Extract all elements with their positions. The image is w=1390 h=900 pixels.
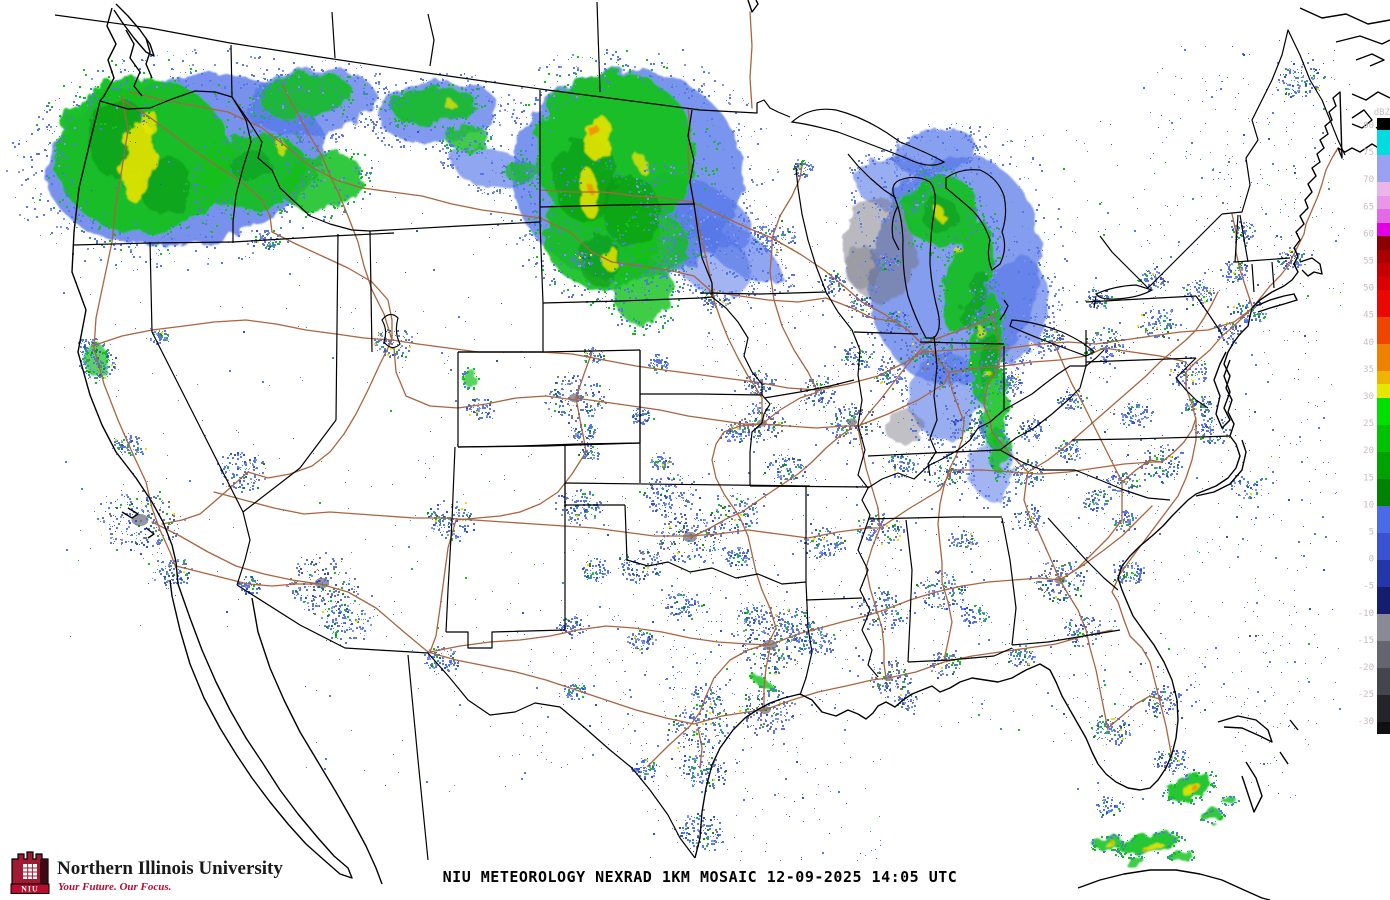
svg-text:dBZ: dBZ [1374, 108, 1390, 118]
svg-text:75: 75 [1363, 148, 1374, 158]
castle-shadow [40, 859, 48, 884]
niu-logo-acronym: NIU [21, 885, 39, 894]
niu-logo: NIU Northern Illinois University Your Fu… [10, 851, 283, 894]
svg-text:5: 5 [1369, 528, 1374, 538]
niu-banner [10, 883, 50, 894]
svg-text:80: 80 [1363, 121, 1374, 131]
svg-text:-25: -25 [1358, 690, 1374, 700]
niu-logo-tagline: Your Future. Our Focus. [58, 881, 171, 893]
svg-text:-20: -20 [1358, 663, 1374, 673]
svg-text:15: 15 [1363, 473, 1374, 483]
dbz-colorbar: dBZ80757065605550454035302520151050-5-10… [1358, 108, 1390, 739]
svg-text:65: 65 [1363, 202, 1374, 212]
svg-text:35: 35 [1363, 365, 1374, 375]
svg-text:20: 20 [1363, 446, 1374, 456]
svg-text:-5: -5 [1363, 582, 1374, 592]
svg-text:45: 45 [1363, 311, 1374, 321]
svg-text:40: 40 [1363, 338, 1374, 348]
svg-text:10: 10 [1363, 500, 1374, 510]
niu-castle-icon: NIU [10, 851, 50, 894]
map-caption: NIU METEOROLOGY NEXRAD 1KM MOSAIC 12-09-… [443, 868, 958, 886]
svg-text:-10: -10 [1358, 609, 1374, 619]
svg-text:70: 70 [1363, 175, 1374, 185]
svg-text:-15: -15 [1358, 636, 1374, 646]
svg-text:50: 50 [1363, 284, 1374, 294]
svg-text:0: 0 [1369, 555, 1374, 565]
svg-text:60: 60 [1363, 229, 1374, 239]
svg-text:25: 25 [1363, 419, 1374, 429]
niu-logo-org: Northern Illinois University [57, 858, 283, 879]
highways-layer [91, 11, 1339, 769]
svg-text:-30: -30 [1358, 717, 1374, 727]
svg-text:30: 30 [1363, 392, 1374, 402]
svg-text:55: 55 [1363, 257, 1374, 267]
radar-echo-layer [45, 69, 1236, 868]
lakes-layer [381, 108, 1154, 357]
window-grid [23, 864, 37, 879]
